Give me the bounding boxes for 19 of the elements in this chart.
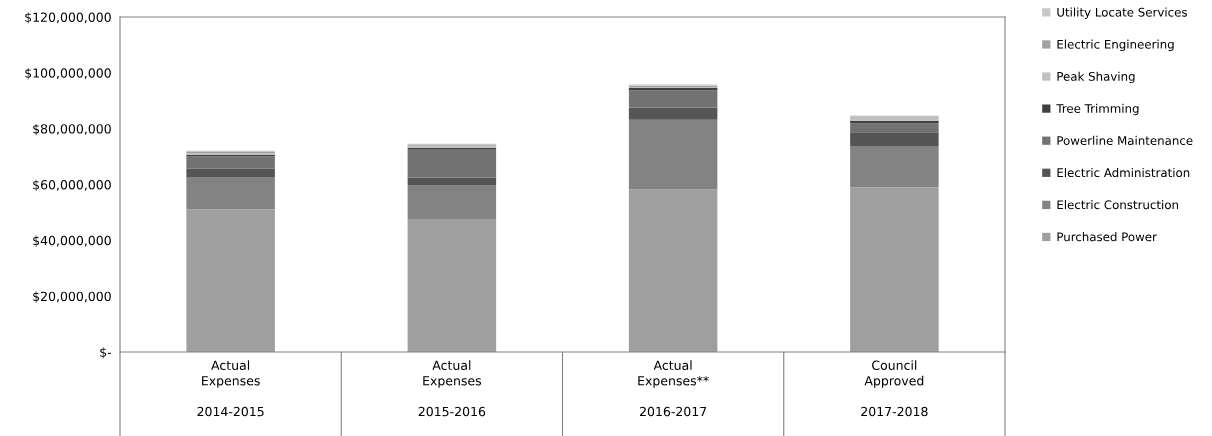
y-tick-label: $60,000,000 — [33, 179, 111, 192]
legend-label: Powerline Maintenance — [1057, 135, 1193, 145]
y-tick-label: $40,000,000 — [33, 235, 111, 247]
category-label: Actual Expenses** 2016-2017 — [638, 360, 709, 417]
legend-label: Electric Administration — [1057, 167, 1190, 178]
y-tick-label: $- — [100, 347, 112, 359]
y-tick-label: $80,000,000 — [33, 123, 111, 136]
y-tick-label: $20,000,000 — [33, 291, 111, 303]
legend-label: Purchased Power — [1057, 232, 1157, 242]
y-tick-label: $100,000,000 — [25, 68, 111, 80]
legend-label: Peak Shaving — [1057, 71, 1135, 84]
category-label: Council Approved 2017-2018 — [861, 360, 928, 417]
category-label: Actual Expenses 2014-2015 — [197, 360, 264, 417]
legend-label: Utility Locate Services — [1057, 7, 1187, 19]
legend-label: Electric Construction — [1057, 200, 1179, 210]
y-tick-label: $120,000,000 — [25, 12, 111, 24]
legend-label: Electric Engineering — [1057, 39, 1174, 52]
category-label: Actual Expenses 2015-2016 — [418, 360, 486, 417]
legend-label: Tree Trimming — [1056, 103, 1139, 116]
